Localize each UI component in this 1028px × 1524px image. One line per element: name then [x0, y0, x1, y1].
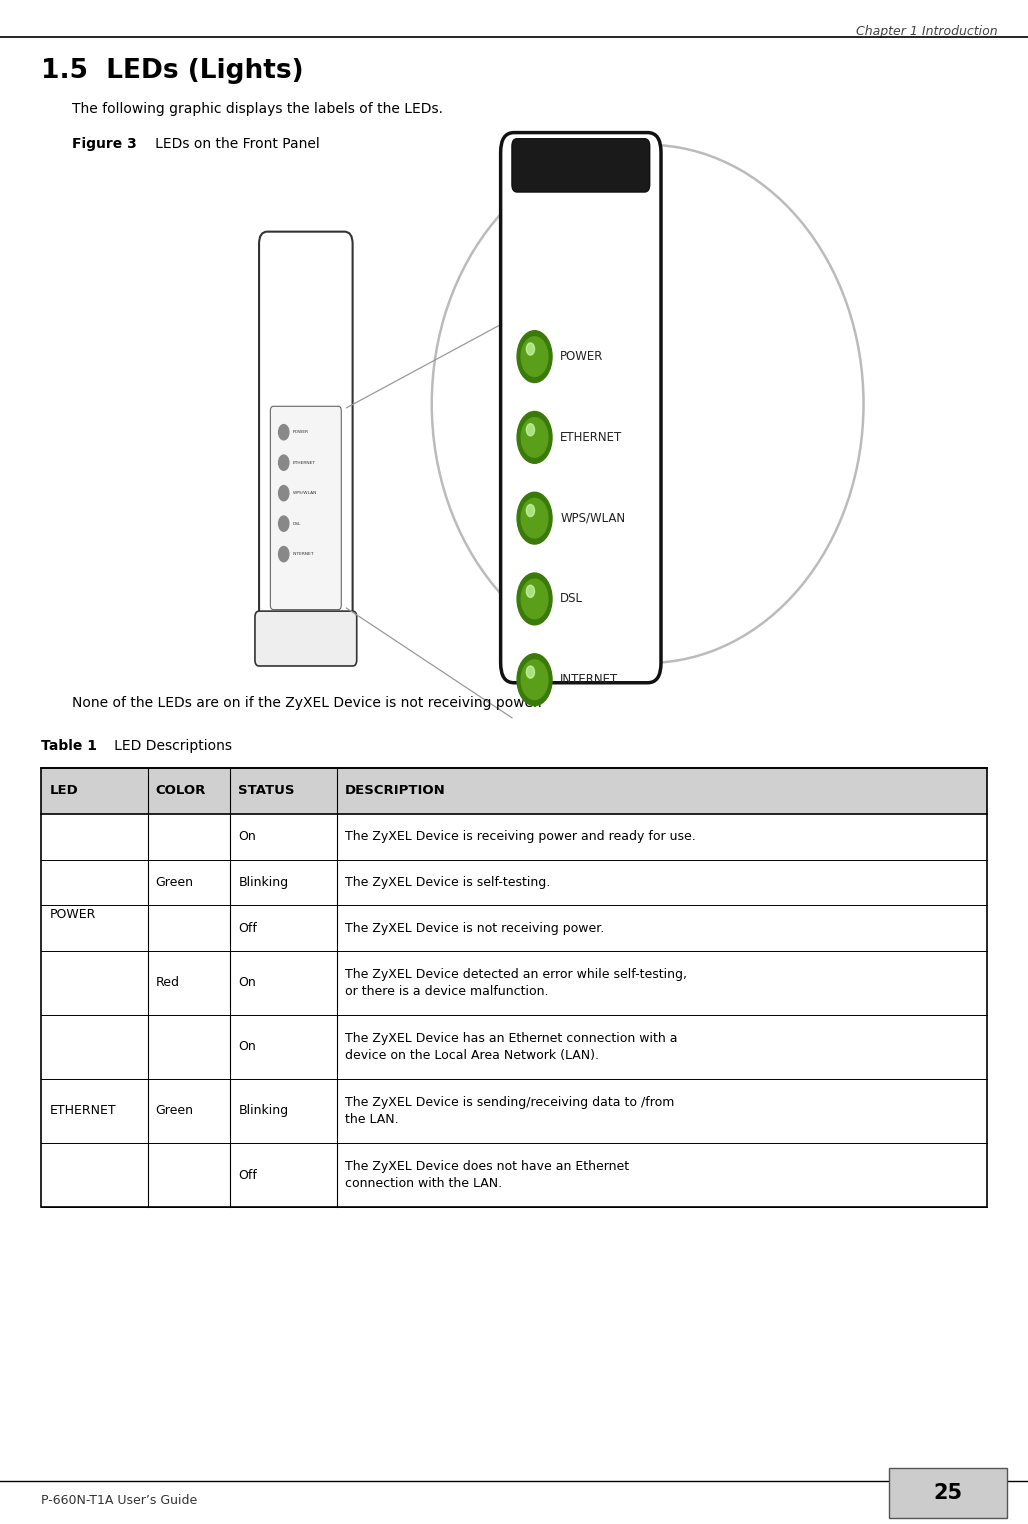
Text: ETHERNET: ETHERNET: [560, 431, 623, 443]
Text: Off: Off: [238, 1169, 257, 1181]
Text: The ZyXEL Device detected an error while self-testing,
or there is a device malf: The ZyXEL Device detected an error while…: [344, 968, 687, 998]
Text: INTERNET: INTERNET: [560, 674, 619, 686]
Circle shape: [517, 654, 552, 706]
Text: P-660N-T1A User’s Guide: P-660N-T1A User’s Guide: [41, 1494, 197, 1507]
Circle shape: [517, 411, 552, 463]
Text: The following graphic displays the labels of the LEDs.: The following graphic displays the label…: [72, 102, 443, 116]
Circle shape: [279, 547, 289, 562]
Text: Table 1: Table 1: [41, 739, 97, 753]
Circle shape: [279, 456, 289, 471]
Text: The ZyXEL Device is not receiving power.: The ZyXEL Device is not receiving power.: [344, 922, 604, 934]
FancyBboxPatch shape: [501, 133, 661, 683]
Circle shape: [517, 331, 552, 383]
Text: INTERNET: INTERNET: [293, 552, 315, 556]
Text: The ZyXEL Device is receiving power and ready for use.: The ZyXEL Device is receiving power and …: [344, 831, 696, 843]
Text: Figure 3: Figure 3: [72, 137, 137, 151]
Circle shape: [517, 492, 552, 544]
Text: LED: LED: [49, 785, 78, 797]
Text: Blinking: Blinking: [238, 1105, 289, 1117]
Text: DESCRIPTION: DESCRIPTION: [344, 785, 446, 797]
Text: Red: Red: [156, 977, 180, 989]
Text: On: On: [238, 831, 256, 843]
Bar: [41, 768, 987, 1207]
Circle shape: [526, 424, 535, 436]
Circle shape: [526, 343, 535, 355]
Text: Off: Off: [238, 922, 257, 934]
Circle shape: [526, 585, 535, 597]
Circle shape: [279, 517, 289, 532]
Text: POWER: POWER: [49, 908, 96, 920]
Text: POWER: POWER: [293, 430, 309, 434]
Text: DSL: DSL: [560, 593, 583, 605]
Circle shape: [521, 498, 548, 538]
Text: The ZyXEL Device is sending/receiving data to /from
the LAN.: The ZyXEL Device is sending/receiving da…: [344, 1096, 674, 1126]
Circle shape: [521, 660, 548, 700]
Text: The ZyXEL Device is self-testing.: The ZyXEL Device is self-testing.: [344, 876, 550, 888]
Circle shape: [521, 579, 548, 619]
Text: The ZyXEL Device does not have an Ethernet
connection with the LAN.: The ZyXEL Device does not have an Ethern…: [344, 1160, 629, 1190]
Text: LED Descriptions: LED Descriptions: [101, 739, 231, 753]
Circle shape: [517, 573, 552, 625]
Text: 25: 25: [933, 1483, 963, 1503]
Text: ETHERNET: ETHERNET: [293, 460, 316, 465]
Text: The ZyXEL Device has an Ethernet connection with a
device on the Local Area Netw: The ZyXEL Device has an Ethernet connect…: [344, 1032, 677, 1062]
Bar: [889, 1468, 1007, 1518]
Circle shape: [279, 425, 289, 440]
Text: WPS/WLAN: WPS/WLAN: [560, 512, 625, 524]
Circle shape: [526, 666, 535, 678]
Text: POWER: POWER: [560, 351, 603, 363]
Text: Green: Green: [156, 1105, 193, 1117]
Circle shape: [521, 418, 548, 457]
Text: On: On: [238, 1041, 256, 1053]
Text: ETHERNET: ETHERNET: [49, 1105, 116, 1117]
Text: LEDs on the Front Panel: LEDs on the Front Panel: [142, 137, 320, 151]
Text: Chapter 1 Introduction: Chapter 1 Introduction: [855, 26, 997, 38]
FancyBboxPatch shape: [259, 232, 353, 629]
Text: COLOR: COLOR: [156, 785, 207, 797]
Circle shape: [526, 504, 535, 517]
Circle shape: [279, 486, 289, 501]
Text: DSL: DSL: [293, 521, 301, 526]
Text: WPS/WLAN: WPS/WLAN: [293, 491, 318, 495]
Text: Green: Green: [156, 876, 193, 888]
FancyBboxPatch shape: [255, 611, 357, 666]
FancyBboxPatch shape: [270, 407, 341, 610]
Bar: [41, 768, 987, 814]
Ellipse shape: [432, 145, 864, 663]
Circle shape: [521, 337, 548, 376]
Text: 1.5  LEDs (Lights): 1.5 LEDs (Lights): [41, 58, 303, 84]
Text: Blinking: Blinking: [238, 876, 289, 888]
FancyBboxPatch shape: [512, 139, 650, 192]
Text: On: On: [238, 977, 256, 989]
Text: None of the LEDs are on if the ZyXEL Device is not receiving power.: None of the LEDs are on if the ZyXEL Dev…: [72, 696, 542, 710]
Text: STATUS: STATUS: [238, 785, 295, 797]
